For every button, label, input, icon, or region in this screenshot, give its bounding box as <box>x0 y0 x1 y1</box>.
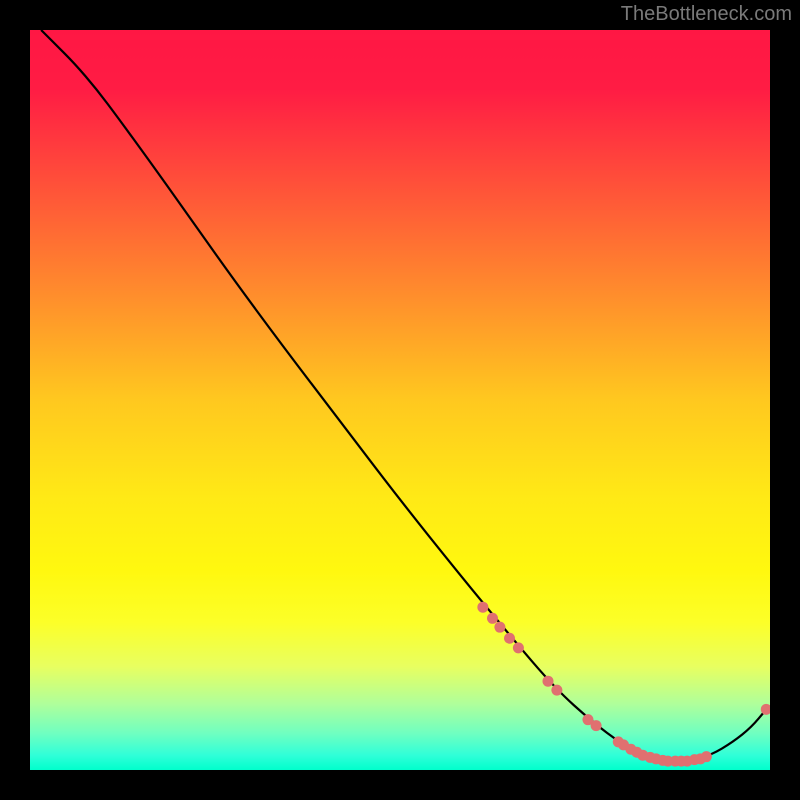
data-marker <box>701 751 712 762</box>
watermark-text: TheBottleneck.com <box>621 3 792 26</box>
data-marker <box>543 676 554 687</box>
data-marker <box>504 633 515 644</box>
data-marker <box>551 685 562 696</box>
chart-container <box>30 30 770 770</box>
data-marker <box>513 642 524 653</box>
data-marker <box>494 622 505 633</box>
data-marker <box>487 613 498 624</box>
data-marker <box>477 602 488 613</box>
data-marker <box>591 720 602 731</box>
bottleneck-chart <box>30 30 770 770</box>
chart-background <box>30 30 770 770</box>
